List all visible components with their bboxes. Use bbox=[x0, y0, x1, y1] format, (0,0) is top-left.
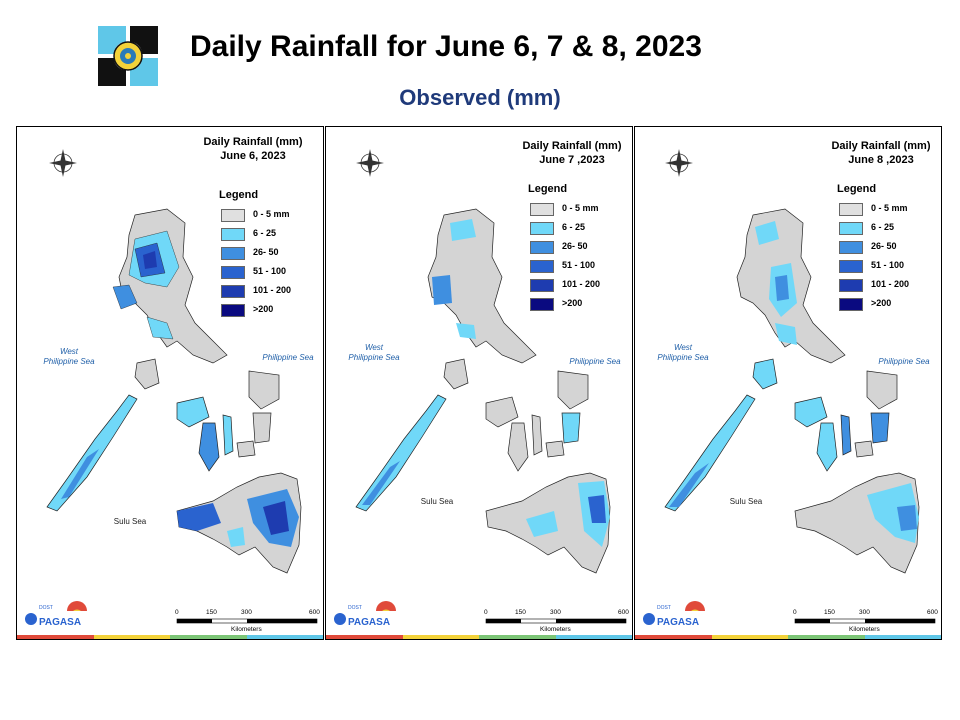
scale-bar bbox=[485, 618, 627, 624]
compass-rose-icon bbox=[356, 149, 384, 177]
region-palawan bbox=[664, 394, 756, 512]
page-subtitle: Observed (mm) bbox=[399, 85, 561, 110]
map-panel-june-7: Daily Rainfall (mm) June 7 ,2023 Legend … bbox=[325, 126, 633, 640]
legend-title: Legend bbox=[837, 183, 877, 195]
region-samar bbox=[557, 370, 589, 410]
svg-text:DOST: DOST bbox=[657, 605, 671, 611]
compass-rose-icon bbox=[665, 149, 693, 177]
brand-color-strip bbox=[635, 635, 941, 639]
scale-tick: 150 bbox=[206, 609, 217, 616]
philippines-rainfall-map bbox=[355, 149, 627, 624]
panel-title: Daily Rainfall (mm) June 6, 2023 bbox=[203, 136, 303, 162]
region-leyte bbox=[870, 412, 890, 444]
region-negros bbox=[198, 422, 220, 472]
scale-tick: 300 bbox=[550, 609, 561, 616]
sea-label-west: West Philippine Sea bbox=[348, 343, 400, 362]
pagasa-brand-logo: DOST PAGASA bbox=[643, 601, 705, 628]
svg-text:PAGASA: PAGASA bbox=[657, 617, 699, 628]
region-leyte bbox=[561, 412, 581, 444]
region-cebu bbox=[840, 414, 852, 456]
region-bohol bbox=[545, 440, 565, 458]
svg-text:PAGASA: PAGASA bbox=[39, 617, 81, 628]
scale-tick: 0 bbox=[484, 609, 488, 616]
region-luzon bbox=[427, 208, 537, 364]
scale-tick: 0 bbox=[793, 609, 797, 616]
scale-tick: 600 bbox=[309, 609, 320, 616]
region-bohol bbox=[236, 440, 256, 458]
region-palawan bbox=[46, 394, 138, 512]
scale-tick: 150 bbox=[824, 609, 835, 616]
region-panay bbox=[794, 396, 828, 428]
pagasa-brand-logo: DOST PAGASA bbox=[25, 601, 87, 628]
page-title: Daily Rainfall for June 6, 7 & 8, 2023 bbox=[190, 30, 702, 63]
sea-label-west: West Philippine Sea bbox=[657, 343, 709, 362]
scale-tick: 600 bbox=[618, 609, 629, 616]
svg-text:PAGASA: PAGASA bbox=[348, 617, 390, 628]
scale-bar bbox=[794, 618, 936, 624]
pagasa-brand-logo: DOST PAGASA bbox=[334, 601, 396, 628]
svg-text:DOST: DOST bbox=[348, 605, 362, 611]
region-mindoro bbox=[134, 358, 160, 390]
philippines-rainfall-map bbox=[664, 149, 936, 624]
map-panel-june-8: Daily Rainfall (mm) June 8 ,2023 Legend … bbox=[634, 126, 942, 640]
brand-color-strip bbox=[326, 635, 632, 639]
sea-label-east: Philippine Sea bbox=[262, 353, 314, 362]
scale-unit: Kilometers bbox=[849, 626, 880, 633]
scale-tick: 300 bbox=[859, 609, 870, 616]
region-cebu bbox=[531, 414, 543, 456]
panel-title: Daily Rainfall (mm) June 8 ,2023 bbox=[831, 140, 931, 166]
scale-tick: 600 bbox=[927, 609, 938, 616]
pagasa-seal-logo bbox=[96, 24, 160, 88]
region-mindoro bbox=[752, 358, 778, 390]
scale-tick: 150 bbox=[515, 609, 526, 616]
legend-title: Legend bbox=[528, 183, 568, 195]
scale-tick: 0 bbox=[175, 609, 179, 616]
brand-color-strip bbox=[17, 635, 323, 639]
scale-unit: Kilometers bbox=[540, 626, 571, 633]
sea-label-west: West Philippine Sea bbox=[43, 347, 95, 366]
scale-unit: Kilometers bbox=[231, 626, 262, 633]
svg-text:DOST: DOST bbox=[39, 605, 53, 611]
sea-label-sulu: Sulu Sea bbox=[729, 497, 763, 506]
map-panels: Daily Rainfall (mm) June 6, 2023 Legend … bbox=[16, 126, 942, 640]
region-samar bbox=[248, 370, 280, 410]
region-palawan bbox=[355, 394, 447, 512]
sea-label-east: Philippine Sea bbox=[878, 357, 930, 366]
scale-tick: 300 bbox=[241, 609, 252, 616]
region-cebu bbox=[222, 414, 234, 456]
region-negros bbox=[816, 422, 838, 472]
sea-label-sulu: Sulu Sea bbox=[113, 517, 147, 526]
region-luzon bbox=[118, 208, 228, 364]
philippines-rainfall-map bbox=[46, 149, 318, 624]
legend-title: Legend bbox=[219, 189, 259, 201]
scale-bar bbox=[176, 618, 318, 624]
region-leyte bbox=[252, 412, 272, 444]
sea-label-sulu: Sulu Sea bbox=[420, 497, 454, 506]
region-panay bbox=[176, 396, 210, 428]
map-panel-june-6: Daily Rainfall (mm) June 6, 2023 Legend … bbox=[16, 126, 324, 640]
region-mindoro bbox=[443, 358, 469, 390]
region-negros bbox=[507, 422, 529, 472]
region-bohol bbox=[854, 440, 874, 458]
region-panay bbox=[485, 396, 519, 428]
sea-label-east: Philippine Sea bbox=[569, 357, 621, 366]
panel-title: Daily Rainfall (mm) June 7 ,2023 bbox=[522, 140, 622, 166]
region-samar bbox=[866, 370, 898, 410]
compass-rose-icon bbox=[49, 149, 77, 177]
